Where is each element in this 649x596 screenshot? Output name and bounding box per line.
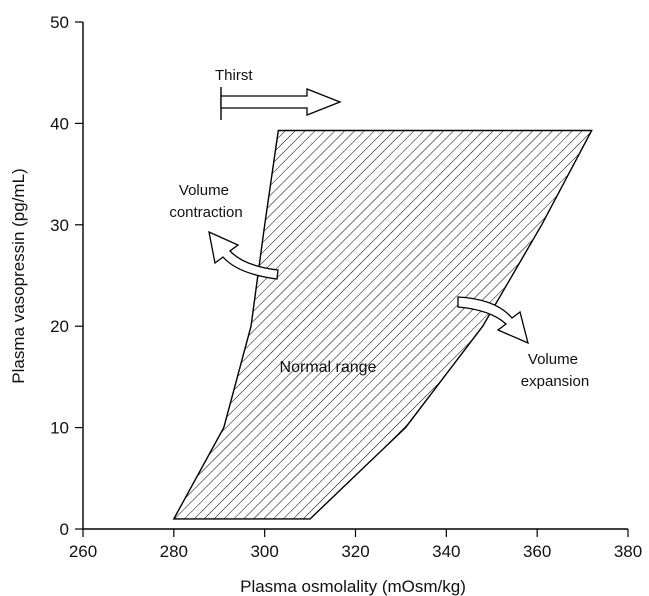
x-tick-label: 380 (614, 542, 642, 561)
y-tick-label: 0 (60, 520, 69, 539)
y-tick-label: 10 (50, 419, 69, 438)
expansion-curved-arrow-icon (457, 296, 529, 345)
y-axis-ticks: 0 10 20 30 40 50 (50, 13, 83, 539)
thirst-annotation: Thirst (215, 67, 342, 120)
x-axis-title: Plasma osmolality (mOsm/kg) (240, 577, 466, 596)
x-tick-label: 360 (523, 542, 551, 561)
normal-range-region (172, 129, 593, 520)
x-tick-label: 340 (432, 542, 460, 561)
x-tick-label: 300 (250, 542, 278, 561)
plot-area: 260 280 300 320 340 360 380 0 10 20 30 40 50 Plasma… (9, 13, 642, 596)
normal-range-label: Normal range (280, 359, 377, 376)
y-tick-label: 30 (50, 216, 69, 235)
thirst-arrow-icon (220, 88, 342, 116)
contraction-curved-arrow-icon (208, 230, 279, 280)
y-tick-label: 40 (50, 114, 69, 133)
volume-contraction-annotation: Volume contraction (169, 182, 279, 280)
x-tick-label: 320 (341, 542, 369, 561)
x-tick-label: 280 (160, 542, 188, 561)
y-tick-label: 50 (50, 13, 69, 32)
volume-contraction-label: Volume contraction (169, 182, 242, 221)
thirst-label: Thirst (215, 67, 253, 84)
volume-expansion-annotation: Volume expansion (457, 296, 589, 390)
volume-expansion-label: Volume expansion (521, 351, 589, 390)
y-axis-title: Plasma vasopressin (pg/mL) (9, 168, 28, 383)
x-tick-label: 260 (69, 542, 97, 561)
x-axis-ticks: 260 280 300 320 340 360 380 (69, 529, 642, 561)
y-tick-label: 20 (50, 317, 69, 336)
